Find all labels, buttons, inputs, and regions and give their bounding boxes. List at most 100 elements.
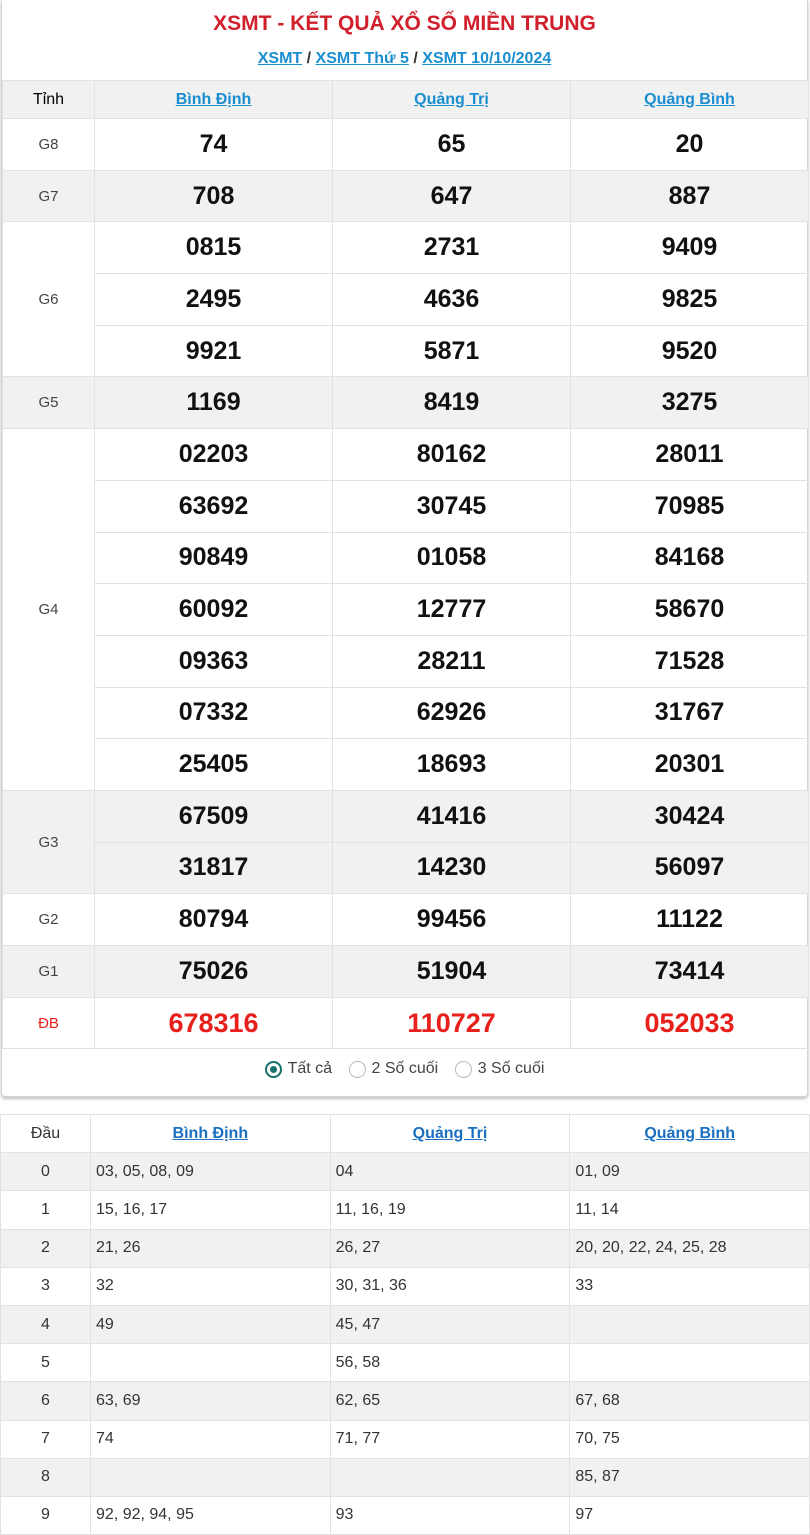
prize-number: 84168	[570, 531, 809, 585]
prize-number: 63692	[94, 479, 333, 533]
prize-number: 4636	[332, 273, 571, 326]
breadcrumb-xsmt-thu5[interactable]: XSMT Thứ 5	[315, 50, 409, 67]
prize-number: 8419	[332, 376, 571, 430]
prize-row: 2495 4636 9825	[3, 273, 809, 326]
prize-row: G4 02203 80162 28011	[2, 428, 809, 791]
tail-numbers: 67, 68	[569, 1381, 810, 1421]
head-digit-row: 6 63, 69 62, 65 67, 68	[0, 1381, 810, 1421]
filter-all[interactable]: Tất cả	[264, 1060, 333, 1078]
prize-row: ĐB 678316 110727 052033	[2, 996, 809, 1050]
province-link[interactable]: Quảng Trị	[414, 90, 489, 108]
filter-label: Tất cả	[287, 1060, 333, 1077]
radio-checked-icon[interactable]	[264, 1060, 282, 1078]
tail-numbers: 85, 87	[569, 1457, 810, 1497]
head-digit-table: Đầu Bình Định Quảng Trị Quảng Bình 0 03, …	[0, 1113, 810, 1535]
prize-number: 12777	[332, 583, 571, 636]
tail-numbers	[90, 1343, 331, 1383]
prize-row: 07332 62926 31767	[3, 686, 809, 740]
head-digit-row: 5 56, 58	[0, 1343, 810, 1383]
prize-row: 9921 5871 9520	[3, 324, 809, 378]
head-digit-row: 1 15, 16, 17 11, 16, 19 11, 14	[0, 1190, 810, 1230]
province-link[interactable]: Quảng Trị	[412, 1124, 488, 1142]
filter-last-2[interactable]: 2 Số cuối	[348, 1060, 438, 1078]
head-digit: 4	[0, 1304, 91, 1345]
head-digit: 7	[0, 1419, 91, 1459]
radio-unchecked-icon[interactable]	[348, 1060, 366, 1078]
tail-numbers	[90, 1457, 331, 1497]
head-digit: 3	[0, 1266, 91, 1306]
tail-numbers	[329, 1457, 571, 1497]
head-digit: 5	[0, 1343, 91, 1383]
prize-number: 25405	[94, 738, 333, 791]
tail-numbers: 03, 05, 08, 09	[90, 1152, 331, 1192]
tail-numbers: 70, 75	[569, 1419, 810, 1459]
tail-numbers: 20, 20, 22, 24, 25, 28	[569, 1228, 810, 1268]
prize-number: 31817	[94, 841, 333, 895]
tail-numbers: 11, 14	[569, 1190, 810, 1230]
tail-numbers: 21, 26	[90, 1228, 331, 1268]
prize-number: 2731	[332, 221, 571, 275]
province-header: Quảng Bình	[569, 1113, 810, 1154]
prize-number: 73414	[570, 945, 809, 998]
tail-numbers: 26, 27	[329, 1228, 571, 1268]
tail-numbers: 62, 65	[329, 1381, 571, 1421]
head-digit: 2	[0, 1228, 91, 1268]
prize-row: G3 67509 41416 30424	[2, 789, 809, 895]
tail-numbers: 30, 31, 36	[329, 1266, 571, 1306]
prize-number: 58670	[570, 583, 809, 636]
prize-number: 647	[332, 169, 571, 223]
prize-row: G8 74 65 20	[2, 118, 809, 171]
prize-number: 9409	[570, 221, 809, 275]
prize-number: 9825	[570, 273, 809, 326]
head-digit: 0	[0, 1152, 91, 1192]
filter-last-3[interactable]: 3 Số cuối	[454, 1060, 544, 1078]
prize-label: G3	[2, 789, 95, 895]
tail-numbers: 97	[569, 1495, 810, 1535]
prize-number: 02203	[94, 428, 333, 481]
prize-number: 07332	[94, 686, 333, 740]
prize-number: 9520	[570, 324, 809, 378]
prize-number: 20301	[570, 738, 809, 791]
tail-numbers: 01, 09	[569, 1152, 810, 1192]
tail-numbers	[569, 1343, 810, 1383]
tail-numbers: 45, 47	[329, 1304, 571, 1345]
prize-row: 60092 12777 58670	[3, 583, 809, 636]
province-link[interactable]: Bình Định	[172, 1124, 249, 1142]
results-card: XSMT - KẾT QUẢ XỔ SỐ MIỀN TRUNG XSMT / X…	[1, 0, 809, 1097]
prize-number: 18693	[332, 738, 571, 791]
prize-number: 14230	[332, 841, 571, 895]
radio-unchecked-icon[interactable]	[454, 1060, 472, 1078]
head-digit: 1	[0, 1190, 91, 1230]
prize-row: 63692 30745 70985	[3, 479, 809, 533]
prize-number: 65	[332, 118, 571, 171]
prize-row: G6 0815 2731 9409	[2, 221, 809, 378]
tail-numbers: 92, 92, 94, 95	[90, 1495, 331, 1535]
breadcrumb-separator: /	[306, 50, 312, 67]
prize-number: 887	[570, 169, 809, 223]
breadcrumb-xsmt[interactable]: XSMT	[257, 50, 303, 67]
province-link[interactable]: Quảng Bình	[644, 90, 735, 108]
prize-number: 80162	[332, 428, 571, 481]
province-link[interactable]: Quảng Bình	[644, 1124, 735, 1142]
tail-numbers: 04	[329, 1152, 571, 1192]
prize-number: 67509	[94, 789, 333, 843]
prize-number: 708	[94, 169, 333, 223]
breadcrumb-xsmt-date[interactable]: XSMT 10/10/2024	[422, 50, 552, 67]
prize-row: 90849 01058 84168	[3, 531, 809, 585]
prize-row: G2 80794 99456 11122	[2, 893, 809, 946]
prize-label: G8	[2, 118, 95, 171]
province-link[interactable]: Bình Định	[175, 90, 252, 108]
prize-number: 41416	[332, 789, 571, 843]
head-digit-row: 3 32 30, 31, 36 33	[0, 1266, 810, 1306]
tail-numbers: 63, 69	[90, 1381, 331, 1421]
tail-numbers: 33	[569, 1266, 810, 1306]
prize-row: G1 75026 51904 73414	[2, 945, 809, 998]
tail-numbers	[569, 1304, 810, 1345]
prize-label: G1	[2, 945, 95, 998]
prize-number: 678316	[94, 996, 333, 1050]
digit-filter: Tất cả 2 Số cuối 3 Số cuối	[2, 1060, 807, 1083]
province-header: Bình Định	[90, 1113, 331, 1154]
prize-number: 3275	[570, 376, 809, 430]
prize-number: 31767	[570, 686, 809, 740]
prize-number: 99456	[332, 893, 571, 946]
